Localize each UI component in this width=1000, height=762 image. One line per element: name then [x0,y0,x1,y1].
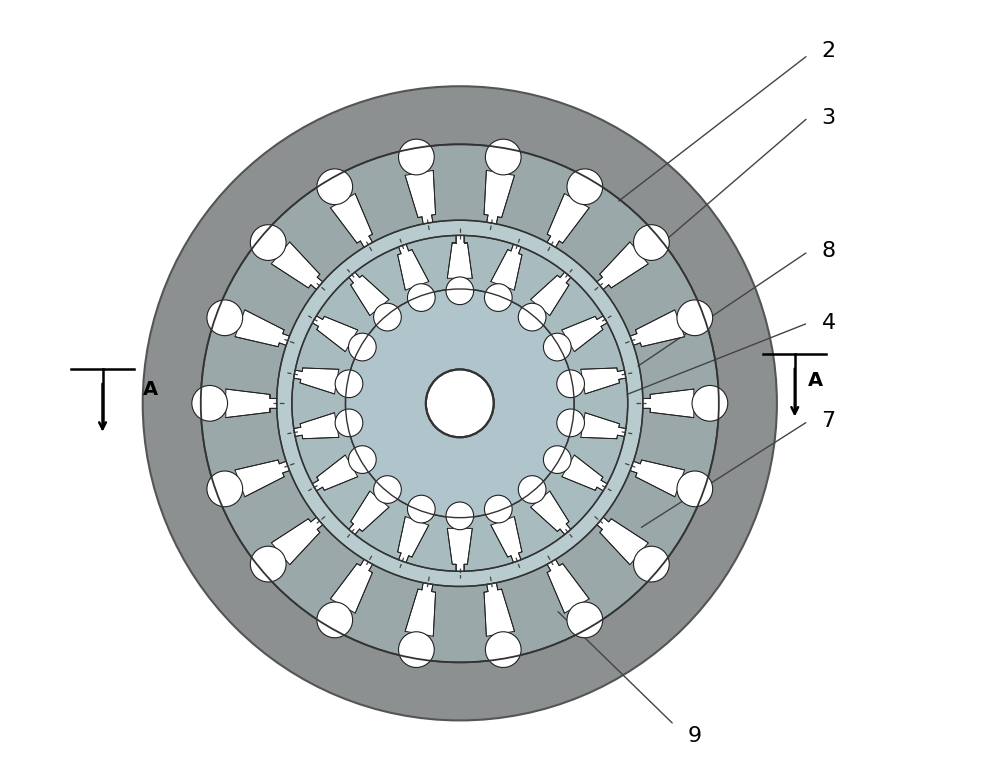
Circle shape [250,225,286,261]
Polygon shape [294,368,339,394]
Circle shape [543,333,571,361]
Polygon shape [547,194,589,247]
Circle shape [557,370,584,398]
Polygon shape [235,460,289,497]
Text: 8: 8 [822,242,836,261]
Circle shape [692,386,728,421]
Circle shape [484,495,512,523]
Circle shape [634,225,669,261]
Text: 3: 3 [822,107,836,127]
Circle shape [374,475,401,504]
Polygon shape [330,194,373,247]
Circle shape [446,277,474,305]
Text: A: A [143,380,158,399]
Polygon shape [547,559,589,613]
Polygon shape [330,559,373,613]
Circle shape [518,475,546,504]
Polygon shape [531,272,571,315]
Polygon shape [398,517,429,562]
Circle shape [348,446,376,473]
Circle shape [407,283,435,312]
Polygon shape [531,491,571,535]
Circle shape [399,139,434,175]
Circle shape [348,333,376,361]
Circle shape [399,632,434,668]
Circle shape [677,300,713,335]
Polygon shape [349,272,389,315]
Circle shape [485,632,521,668]
Polygon shape [398,244,429,290]
Polygon shape [630,460,685,497]
Polygon shape [491,517,522,562]
Polygon shape [484,583,515,636]
Polygon shape [484,171,515,224]
Polygon shape [226,389,277,418]
Circle shape [567,602,603,638]
Polygon shape [447,235,472,278]
Polygon shape [447,528,472,572]
Polygon shape [643,389,694,418]
Polygon shape [630,310,685,347]
Circle shape [567,169,603,205]
Text: 7: 7 [822,411,836,431]
Circle shape [207,471,243,507]
Circle shape [484,283,512,312]
Circle shape [518,303,546,331]
Polygon shape [235,310,289,347]
Circle shape [143,86,777,720]
Polygon shape [312,316,358,351]
Circle shape [317,169,353,205]
Circle shape [407,495,435,523]
Circle shape [485,139,521,175]
Circle shape [207,300,243,335]
Polygon shape [405,171,436,224]
Polygon shape [312,455,358,491]
Polygon shape [581,413,626,439]
Circle shape [192,386,228,421]
Polygon shape [597,242,648,290]
Circle shape [335,370,363,398]
Polygon shape [562,455,607,491]
Circle shape [543,446,571,473]
Text: 2: 2 [822,40,836,60]
Circle shape [277,220,643,587]
Circle shape [426,370,494,437]
Circle shape [201,144,719,662]
Polygon shape [491,244,522,290]
Circle shape [335,409,363,437]
Polygon shape [562,316,607,351]
Text: A: A [808,372,823,390]
Circle shape [345,289,574,517]
Text: 9: 9 [688,725,702,745]
Text: 4: 4 [822,313,836,333]
Polygon shape [597,517,648,565]
Circle shape [292,235,628,572]
Polygon shape [581,368,626,394]
Polygon shape [405,583,436,636]
Circle shape [677,471,713,507]
Circle shape [557,409,584,437]
Polygon shape [349,491,389,535]
Polygon shape [294,413,339,439]
Circle shape [317,602,353,638]
Polygon shape [271,242,323,290]
Circle shape [634,546,669,582]
Circle shape [446,502,474,530]
Circle shape [374,303,401,331]
Circle shape [250,546,286,582]
Polygon shape [271,517,323,565]
